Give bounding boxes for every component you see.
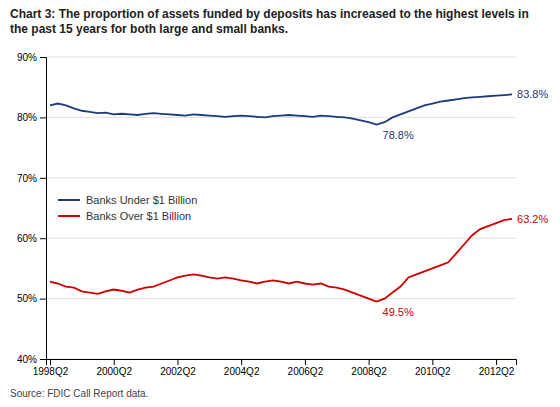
x-tick-label: 2012Q2: [479, 366, 515, 377]
y-tick-label: 80%: [17, 112, 37, 123]
y-axis: 40% 50% 60% 70% 80% 90%: [17, 52, 47, 365]
legend-item: Banks Under $1 Billion: [58, 194, 197, 206]
y-tick: 80%: [17, 112, 46, 123]
x-tick-mark: [496, 359, 497, 365]
x-tick-mark: [305, 359, 306, 365]
y-tick-label: 60%: [17, 233, 37, 244]
x-tick-label: 2010Q2: [415, 366, 451, 377]
title: Chart 3: The proportion of assets funded…: [10, 7, 532, 36]
legend: Banks Under $1 Billion Banks Over $1 Bill…: [58, 194, 197, 222]
x-tick-mark: [432, 359, 433, 365]
legend-swatch: [58, 215, 80, 217]
x-tick: 2006Q2: [288, 359, 324, 377]
y-axis-line: [40, 58, 47, 360]
y-tick: 70%: [17, 173, 46, 184]
x-tick-mark: [177, 359, 178, 365]
y-tick-mark: [40, 359, 46, 360]
x-axis-line: [47, 360, 517, 366]
annotation: 83.8%: [517, 88, 548, 100]
y-tick: 90%: [17, 52, 46, 63]
title-line: Chart 3: The proportion of assets funded…: [10, 7, 532, 21]
annotation: 49.5%: [383, 306, 414, 318]
annotations: 78.8% 83.8% 49.5% 63.2%: [383, 88, 549, 317]
y-tick-mark: [40, 238, 46, 239]
x-tick-label: 2006Q2: [288, 366, 324, 377]
grid-line: [46, 57, 516, 58]
y-tick-mark: [40, 299, 46, 300]
x-tick: 1998Q2: [33, 359, 69, 377]
x-tick-mark: [50, 359, 51, 365]
grid-line: [46, 117, 516, 118]
y-tick-label: 90%: [17, 52, 37, 63]
grid-line: [46, 298, 516, 299]
x-tick-label: 2000Q2: [96, 366, 132, 377]
source: Source: FDIC Call Report data.: [10, 388, 148, 399]
grid-line: [46, 238, 516, 239]
x-tick-mark: [369, 359, 370, 365]
legend-swatch: [58, 199, 80, 201]
chart: Chart 3: The proportion of assets funded…: [0, 0, 560, 407]
legend-label: Banks Over $1 Billion: [86, 210, 191, 222]
annotation: 78.8%: [383, 129, 414, 141]
x-tick: 2004Q2: [224, 359, 260, 377]
x-tick-label: 2004Q2: [224, 366, 260, 377]
x-tick-mark: [241, 359, 242, 365]
x-tick: 2010Q2: [415, 359, 451, 377]
annotation: 63.2%: [517, 213, 548, 225]
x-tick-label: 2002Q2: [160, 366, 196, 377]
y-tick-label: 70%: [17, 173, 37, 184]
x-tick-label: 2008Q2: [351, 366, 387, 377]
y-tick: 40%: [17, 354, 46, 365]
y-tick: 50%: [17, 293, 46, 304]
x-tick: 2002Q2: [160, 359, 196, 377]
y-tick-label: 50%: [17, 293, 37, 304]
legend-item: Banks Over $1 Billion: [58, 210, 191, 222]
grid-line: [46, 177, 516, 178]
series-line: [50, 94, 512, 124]
x-tick-label: 1998Q2: [33, 366, 69, 377]
series-group: [50, 94, 512, 301]
x-tick-mark: [114, 359, 115, 365]
series-line: [50, 219, 512, 302]
y-tick-mark: [40, 178, 46, 179]
x-tick: 2000Q2: [96, 359, 132, 377]
x-axis: 1998Q2 2000Q2 2002Q2 2004Q2 2006Q2 2008Q2 2010…: [33, 359, 517, 377]
x-tick: 2008Q2: [351, 359, 387, 377]
grid: [46, 57, 516, 359]
plot: 40% 50% 60% 70% 80% 90% 1998Q2 2000Q2 2002Q2 2004…: [17, 52, 548, 377]
y-tick-mark: [40, 117, 46, 118]
y-tick-mark: [40, 57, 46, 58]
legend-label: Banks Under $1 Billion: [86, 194, 197, 206]
x-tick: 2012Q2: [479, 359, 515, 377]
y-tick: 60%: [17, 233, 46, 244]
title-line: the past 15 years for both large and sma…: [10, 22, 288, 36]
y-tick-label: 40%: [17, 354, 37, 365]
